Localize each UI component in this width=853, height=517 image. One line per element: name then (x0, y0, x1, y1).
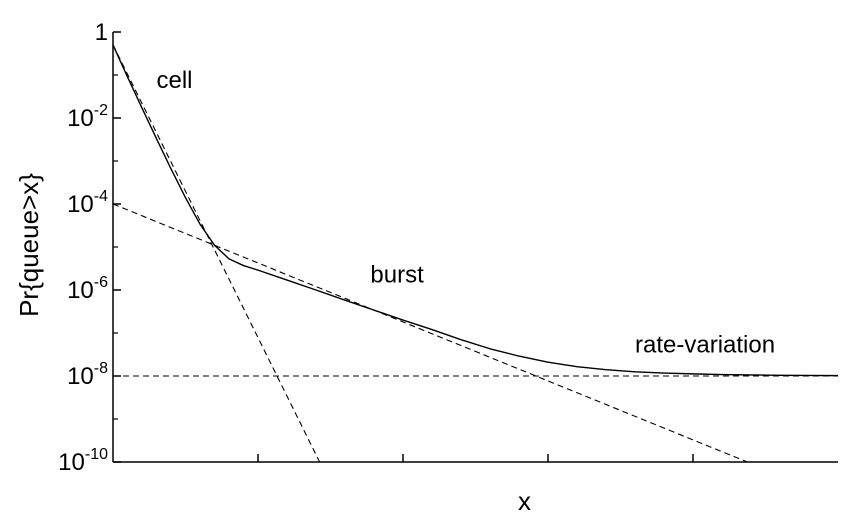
y-tick-label: 10-2 (67, 102, 108, 132)
y-axis-label: Pr{queue>x} (14, 173, 44, 317)
x-axis-ticks (257, 454, 694, 462)
y-tick-label: 1 (95, 19, 108, 46)
annotation-cell: cell (157, 67, 193, 94)
annotation-rate-variation: rate-variation (635, 332, 775, 359)
annotation-burst: burst (370, 261, 424, 288)
y-tick-label: 10-6 (67, 274, 108, 304)
y-axis-ticks: 1 10-2 10-4 10-6 10-8 10-10 (58, 19, 121, 476)
asymptote-dashed-line (112, 203, 748, 463)
annotation-layer: cell burst rate-variation (157, 67, 776, 359)
x-axis-label: x (518, 486, 531, 516)
queue-probability-curve (112, 44, 839, 377)
asymptote-dashed-line (112, 44, 321, 463)
series-layer (112, 44, 839, 463)
y-tick-label: 10-10 (58, 446, 108, 476)
y-tick-label: 10-8 (67, 360, 108, 390)
y-tick-label: 10-4 (67, 188, 108, 218)
